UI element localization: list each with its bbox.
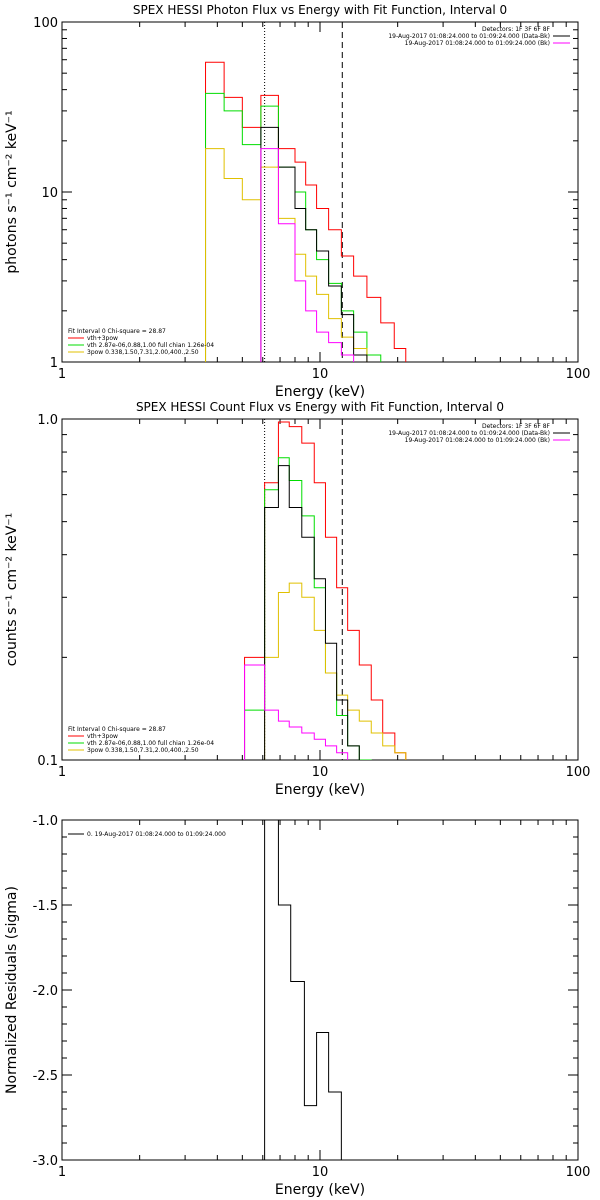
y-tick-label: 1.0 <box>37 413 58 428</box>
y-axis-label: photons s⁻¹ cm⁻² keV⁻¹ <box>4 110 20 273</box>
series-group <box>244 421 407 760</box>
legend-entry: 19-Aug-2017 01:08:24.000 to 01:09:24.000… <box>405 437 550 444</box>
x-tick-label: 10 <box>312 765 329 780</box>
y-axis-label: counts s⁻¹ cm⁻² keV⁻¹ <box>4 513 20 667</box>
x-tick-label: 1 <box>58 765 66 780</box>
x-tick-label: 1 <box>58 367 66 382</box>
series-line-3 <box>205 148 368 362</box>
legend-entry: vth 2.87e-06,0.88,1.00 full chian 1.26e-… <box>87 342 214 349</box>
legend-entry: vth+3pow <box>87 733 118 740</box>
legend-entry: 19-Aug-2017 01:08:24.000 to 01:09:24.000… <box>388 430 550 437</box>
y-tick-label: 1 <box>50 356 58 371</box>
plot-frame <box>61 21 579 363</box>
x-axis-label: Energy (keV) <box>275 384 365 400</box>
legend-entry: 0. 19-Aug-2017 01:08:24.000 to 01:09:24.… <box>87 831 226 838</box>
series-line-5 <box>244 664 349 760</box>
panel-1: 1 10 100 1 10 100 SPEX HESSI Photon Flux vs En… <box>4 3 591 400</box>
y-tick-label: -1.5 <box>33 899 58 914</box>
legend-entry: 19-Aug-2017 01:08:24.000 to 01:09:24.000… <box>405 40 550 47</box>
y-tick-label: 100 <box>33 16 58 31</box>
series-group <box>205 61 407 362</box>
x-tick-label: 100 <box>566 367 591 382</box>
series-line-5 <box>260 148 355 362</box>
series-line-1 <box>264 820 342 1160</box>
series-line-1 <box>244 421 407 760</box>
panel-3: 1 10 100 -1.0 -1.5 -2.0 -2.5 -3.0 Energy (keV) No… <box>4 814 591 1198</box>
legend-entry: Fit Interval 0 Chi-square = 28.87 <box>68 726 166 733</box>
y-tick-label: -2.5 <box>33 1069 58 1084</box>
x-tick-label: 10 <box>312 1165 329 1180</box>
series-line-2 <box>244 457 372 760</box>
series-line-4 <box>264 465 360 760</box>
legend-entry: Detectors: 1F 3F 6F 8F <box>482 26 551 33</box>
legend-entry: Detectors: 1F 3F 6F 8F <box>482 423 551 430</box>
legend-entry: Fit Interval 0 Chi-square = 28.87 <box>68 328 166 335</box>
legend-entry: 3pow 0.338,1.50,7.31,2.00,400.,2.50 <box>87 349 199 356</box>
x-tick-label: 100 <box>566 765 591 780</box>
chart-title: SPEX HESSI Count Flux vs Energy with Fit… <box>136 400 504 414</box>
series-line-2 <box>205 92 382 362</box>
series-line-3 <box>264 582 407 760</box>
x-tick-label: 1 <box>58 1165 66 1180</box>
x-tick-label: 100 <box>566 1165 591 1180</box>
y-tick-label: 10 <box>41 186 58 201</box>
legend-entry: 3pow 0.338,1.50,7.31,2.00,400.,2.50 <box>87 747 199 754</box>
y-tick-label: -3.0 <box>33 1154 58 1169</box>
x-tick-label: 10 <box>312 367 329 382</box>
series-group <box>264 820 342 1160</box>
legend-entry: vth+3pow <box>87 335 118 342</box>
series-line-4 <box>260 126 368 362</box>
legend-entry: 19-Aug-2017 01:08:24.000 to 01:09:24.000… <box>388 33 550 40</box>
series-line-1 <box>205 61 407 362</box>
x-axis-label: Energy (keV) <box>275 1182 365 1198</box>
x-axis-label: Energy (keV) <box>275 782 365 798</box>
chart-title: SPEX HESSI Photon Flux vs Energy with Fi… <box>133 3 507 17</box>
y-tick-label: 0.1 <box>37 754 58 769</box>
panel-2: 1 10 100 0.1 1.0 SPEX HESSI Count Flux vs Ene… <box>4 400 591 798</box>
plot-frame <box>61 418 579 761</box>
y-tick-label: -2.0 <box>33 984 58 999</box>
plot-frame <box>61 819 579 1161</box>
y-axis-label: Normalized Residuals (sigma) <box>4 886 20 1094</box>
legend-entry: vth 2.87e-06,0.88,1.00 full chian 1.26e-… <box>87 740 214 747</box>
y-tick-label: -1.0 <box>33 814 58 829</box>
